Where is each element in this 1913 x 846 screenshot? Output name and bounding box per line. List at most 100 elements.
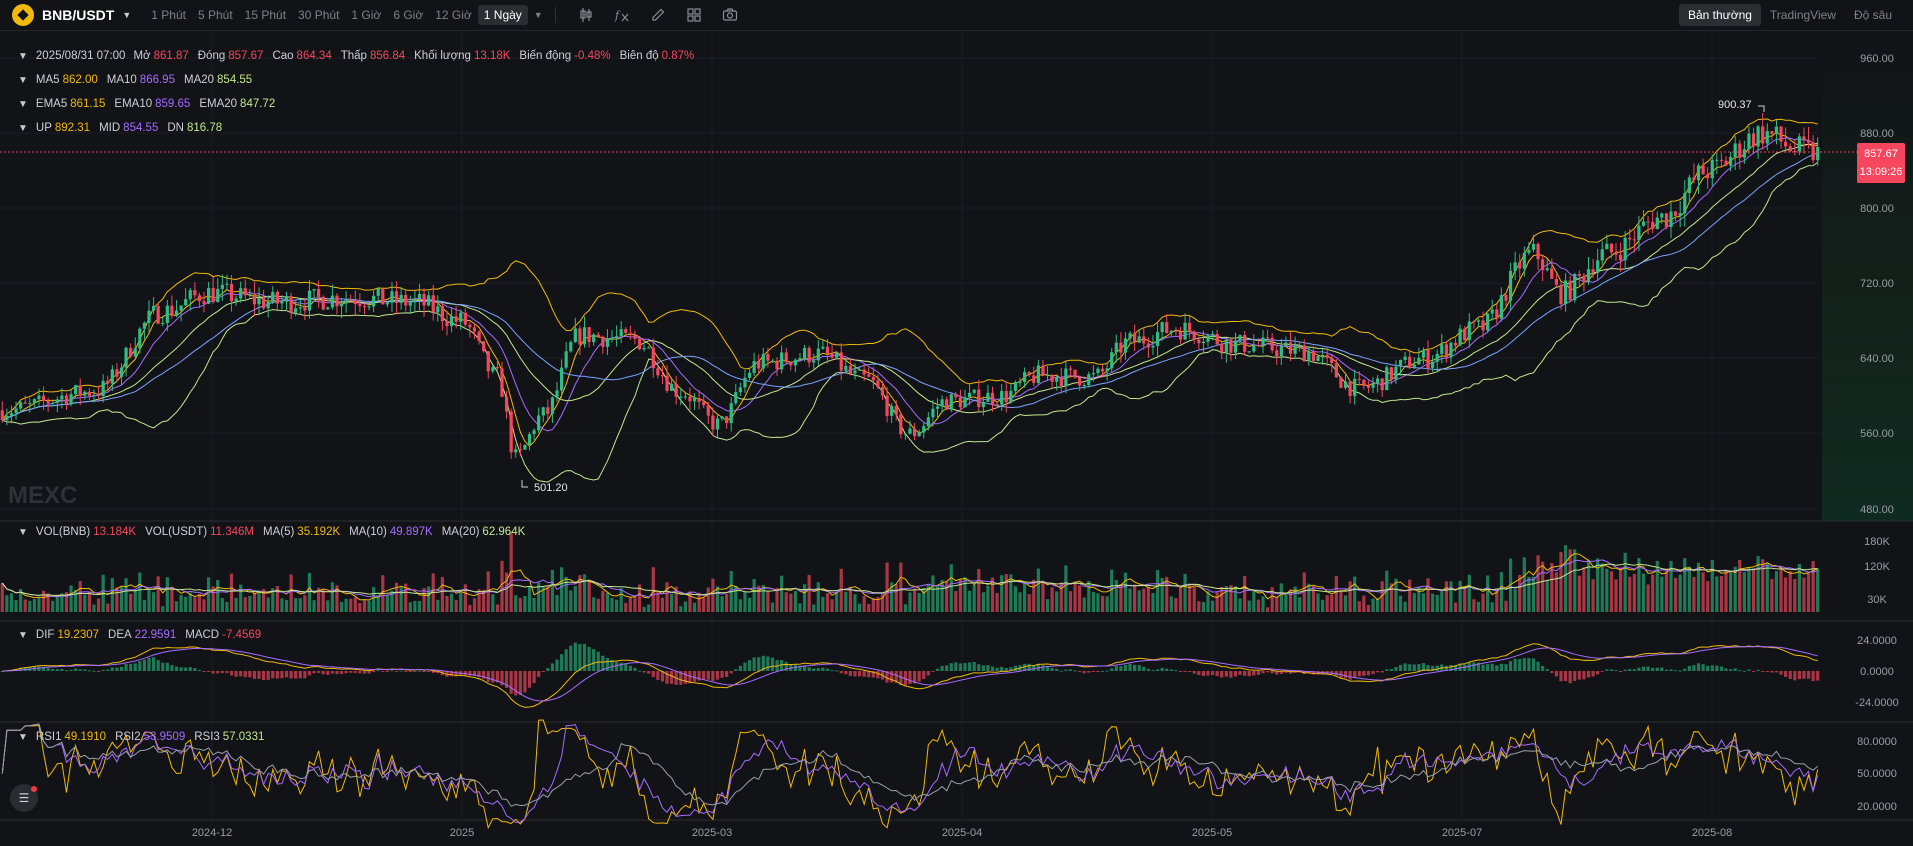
macd-bar: [569, 645, 573, 671]
volume-bar: [720, 596, 724, 612]
candle-body: [449, 316, 454, 327]
interval-12h[interactable]: 12 Giờ: [435, 8, 472, 22]
candle-body: [1729, 156, 1733, 166]
indicator-settings-button[interactable]: ☰: [10, 784, 38, 812]
price-axis-label: 720.00: [1860, 278, 1894, 290]
volume-bar: [816, 582, 820, 612]
volume-bar: [569, 590, 573, 612]
interval-1m[interactable]: 1 Phút: [151, 8, 186, 22]
candle-body: [349, 299, 353, 301]
collapse-chevron-icon[interactable]: ▼: [18, 731, 28, 743]
view-depth[interactable]: Độ sâu: [1853, 8, 1892, 22]
candle-body: [440, 306, 444, 322]
volume-bar: [958, 578, 963, 612]
macd-bar: [1499, 663, 1503, 671]
price-chart[interactable]: MEXC 960.00 880.00 800.00 720.00 640.00 560.0…: [0, 31, 1913, 846]
collapse-chevron-icon[interactable]: ▼: [18, 122, 28, 134]
volume-bar: [1073, 581, 1077, 612]
volume-bar: [1275, 597, 1279, 612]
macd-bar: [321, 671, 325, 675]
candle-body: [211, 287, 215, 303]
draw-pencil-icon[interactable]: [648, 5, 668, 25]
volume-bar: [912, 588, 917, 612]
candle-body: [871, 376, 875, 381]
camera-icon[interactable]: [720, 5, 740, 25]
candle-body: [1114, 342, 1118, 353]
candle-body: [1160, 322, 1164, 333]
view-tradingview[interactable]: TradingView: [1769, 8, 1836, 22]
collapse-chevron-icon[interactable]: ▼: [18, 526, 28, 538]
collapse-chevron-icon[interactable]: ▼: [18, 98, 28, 110]
macd-bar: [202, 671, 206, 673]
macd-bar: [1004, 667, 1008, 671]
volume-bar: [1192, 587, 1196, 612]
volume-bar: [894, 584, 898, 612]
interval-15m[interactable]: 15 Phút: [244, 8, 287, 22]
candle-type-icon[interactable]: [576, 5, 596, 25]
macd-bar: [243, 671, 247, 678]
rsi-axis-label: 50.0000: [1857, 768, 1897, 780]
macd-bar: [1160, 667, 1164, 671]
pair-dropdown-icon[interactable]: ▼: [122, 10, 132, 20]
volume-bar: [197, 593, 202, 612]
volume-bar: [1178, 586, 1183, 612]
macd-bar: [330, 671, 334, 674]
macd-bar: [747, 660, 752, 671]
volume-bar: [133, 590, 137, 612]
volume-bar: [990, 577, 995, 612]
candle-body: [674, 383, 678, 397]
time-axis-label: 2025: [450, 827, 474, 839]
interval-1h[interactable]: 1 Giờ: [351, 8, 382, 22]
volume-bar: [1614, 579, 1618, 612]
macd-bar: [509, 671, 513, 694]
candle-body: [362, 306, 367, 308]
volume-bar: [1009, 574, 1013, 612]
view-standard[interactable]: Bản thường: [1678, 4, 1761, 26]
volume-bar: [1068, 591, 1073, 612]
candle-body: [1678, 213, 1682, 216]
interval-1d[interactable]: 1 Ngày: [477, 5, 528, 25]
collapse-chevron-icon[interactable]: ▼: [18, 50, 28, 62]
candle-body: [294, 308, 298, 313]
interval-dropdown-icon[interactable]: ▼: [533, 10, 543, 20]
collapse-chevron-icon[interactable]: ▼: [18, 629, 28, 641]
volume-bar: [19, 589, 23, 612]
vol-ma5-line: [1, 553, 1818, 601]
indicator-fx-icon[interactable]: f: [612, 5, 632, 25]
macd-bar: [1050, 667, 1054, 671]
volume-bar: [317, 587, 321, 612]
macd-bar: [220, 671, 224, 674]
volume-bar: [670, 593, 674, 612]
macd-bar: [798, 665, 802, 671]
candle-body: [1495, 309, 1499, 319]
volume-bar: [1756, 556, 1760, 612]
candle-body: [1032, 375, 1036, 383]
candle-body: [1233, 340, 1238, 353]
candle-body: [1733, 143, 1737, 157]
pair-selector[interactable]: BNB/USDT: [42, 7, 115, 23]
macd-bar: [802, 665, 807, 671]
candlesticks[interactable]: [0, 112, 1820, 459]
collapse-chevron-icon[interactable]: ▼: [18, 74, 28, 86]
layout-grid-icon[interactable]: [684, 5, 704, 25]
macd-bar: [257, 671, 261, 679]
volume-bar: [1646, 584, 1650, 612]
volume-bar: [1660, 576, 1664, 612]
macd-bar: [1362, 671, 1366, 676]
volume-bar: [1618, 567, 1623, 612]
macd-bar: [935, 668, 940, 671]
macd-bar: [1797, 671, 1801, 680]
volume-bar: [220, 598, 224, 612]
volume-bar: [1774, 571, 1779, 612]
macd-bar: [757, 657, 761, 671]
macd-bar: [468, 671, 472, 676]
macd-bar: [1197, 671, 1201, 676]
interval-5m[interactable]: 5 Phút: [197, 8, 233, 22]
interval-6h[interactable]: 6 Giờ: [393, 8, 424, 22]
interval-30m[interactable]: 30 Phút: [298, 8, 340, 22]
macd-bar: [1178, 671, 1183, 672]
macd-bar: [578, 644, 582, 671]
macd-bar: [307, 671, 312, 676]
macd-bar: [605, 657, 610, 671]
macd-bar: [1412, 664, 1416, 671]
